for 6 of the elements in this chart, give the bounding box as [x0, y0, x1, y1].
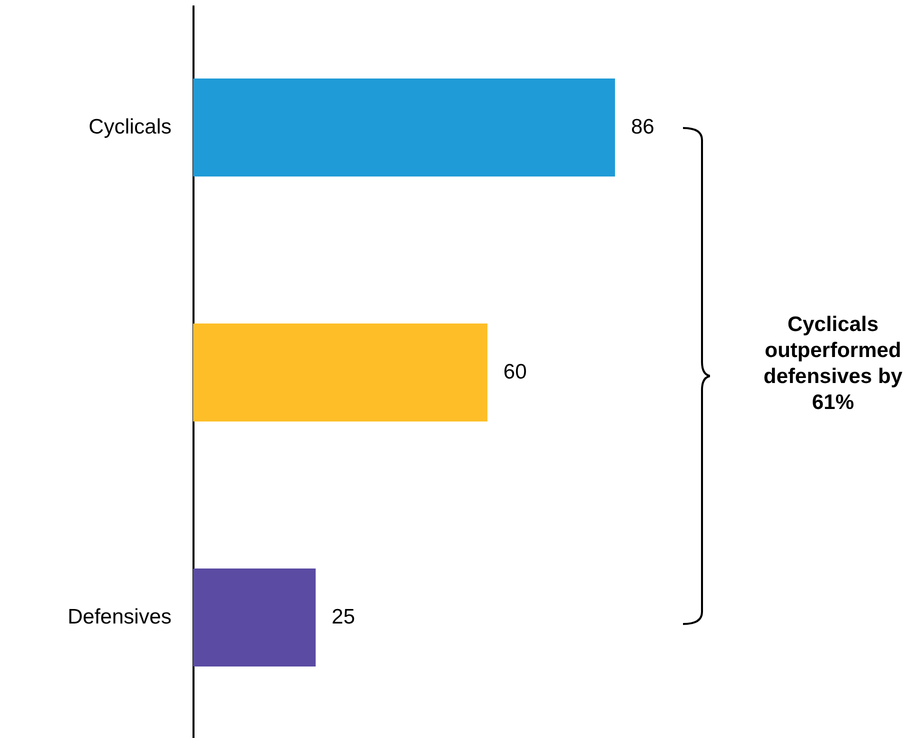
- text: Cyclicals outperformed defensives by 61%: [763, 312, 903, 416]
- data-label: 25: [332, 606, 356, 628]
- data-label: 86: [631, 116, 654, 138]
- data-label: 60: [503, 360, 527, 384]
- y-tick-label: Cyclicals: [88, 116, 172, 138]
- y-tick-label: Defensives: [68, 606, 172, 628]
